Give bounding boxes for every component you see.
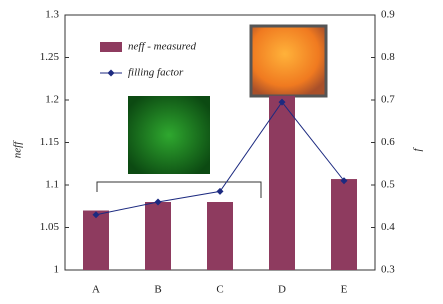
x-tick-label: E <box>341 284 348 296</box>
y2-tick-label: 0.6 <box>381 136 395 148</box>
bar <box>145 202 171 270</box>
x-tick-label: D <box>278 284 286 296</box>
x-tick-label: B <box>154 284 161 296</box>
legend-marker <box>108 70 115 77</box>
y-tick-label: 1.05 <box>40 221 60 233</box>
line-marker <box>217 188 224 195</box>
y2-tick-label: 0.5 <box>381 179 395 191</box>
y-tick-label: 1.25 <box>40 51 60 63</box>
bar <box>207 202 233 270</box>
y2-tick-label: 0.4 <box>381 221 395 233</box>
legend-label: filling factor <box>128 67 184 79</box>
chart: neff f 1 1.05 1.1 1.15 1.2 1.25 1.3 0.3 0.4 0.5 0.… <box>0 0 443 304</box>
y-tick-label: 1.3 <box>45 9 59 21</box>
bar <box>83 211 109 271</box>
y-tick-label: 1.1 <box>45 179 59 191</box>
orange-sample-image <box>251 26 326 96</box>
bar <box>269 96 295 270</box>
y2-axis-label: f <box>412 147 424 152</box>
x-tick-label: A <box>92 284 100 296</box>
y2-tick-label: 0.9 <box>381 9 395 21</box>
y-tick-label: 1 <box>54 264 60 276</box>
legend-swatch <box>100 42 122 52</box>
y-axis-label: neff <box>12 140 24 158</box>
green-sample-image <box>128 96 210 174</box>
y2-tick-label: 0.8 <box>381 51 395 63</box>
x-tick-label: C <box>216 284 223 296</box>
y2-tick-label: 0.3 <box>381 264 395 276</box>
y-tick-label: 1.2 <box>45 94 59 106</box>
y2-tick-label: 0.7 <box>381 94 395 106</box>
group-bracket <box>97 182 261 198</box>
y-tick-label: 1.15 <box>40 136 60 148</box>
bar <box>331 179 357 270</box>
legend-label: neff - measured <box>128 41 197 53</box>
